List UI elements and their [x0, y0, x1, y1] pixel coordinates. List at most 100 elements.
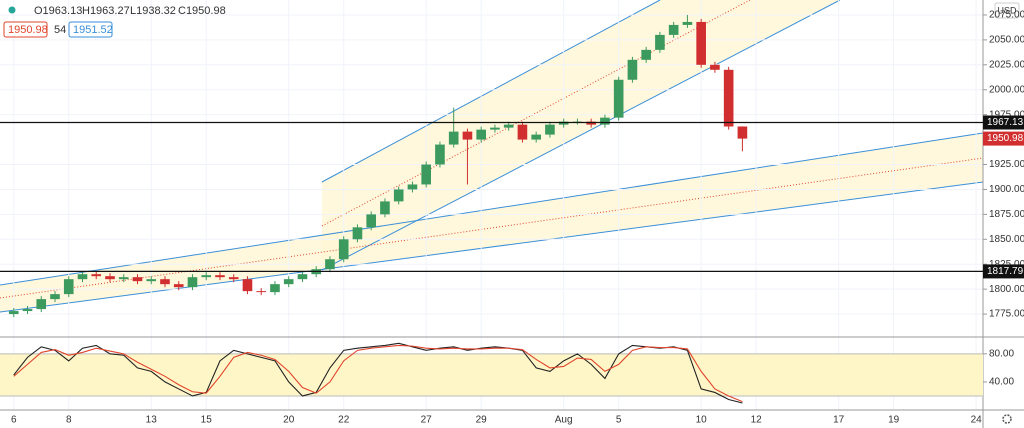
y-tick-label: 1850.00	[989, 234, 1024, 245]
candle-body	[132, 277, 143, 282]
y-tick-label: 2000.00	[989, 84, 1024, 95]
bid-box[interactable]	[3, 21, 48, 38]
y-tick-label: 2025.00	[989, 59, 1024, 70]
candle-body	[105, 276, 115, 280]
level-tag	[983, 264, 1024, 279]
x-tick-label: 5	[616, 415, 622, 426]
candle-body	[380, 201, 390, 215]
candle-body	[91, 274, 102, 277]
last-price-label: 1950.98	[987, 133, 1024, 144]
ask-price: 1951.52	[73, 24, 113, 36]
candle-body	[407, 184, 418, 190]
candle-body	[448, 131, 459, 145]
ohlc-high: H1963.27	[82, 5, 130, 17]
candle-body	[435, 144, 445, 165]
x-tick-label: 27	[421, 415, 433, 426]
spread: 54	[54, 24, 66, 36]
channel-line	[0, 132, 984, 286]
candle-body	[297, 274, 308, 280]
candle-body	[641, 49, 651, 60]
x-tick-label: 6	[11, 415, 17, 426]
candle-body	[462, 131, 473, 140]
candle-body	[586, 121, 596, 125]
candle-body	[600, 117, 610, 125]
x-tick-label: 24	[971, 415, 983, 426]
candle-body	[613, 79, 624, 118]
ohlc-open: O1963.13	[34, 5, 82, 17]
level-tag	[983, 115, 1024, 130]
candle-body	[490, 127, 500, 130]
x-tick-label: 22	[338, 415, 350, 426]
ohlc-close: C1950.98	[178, 5, 226, 17]
candle-body	[531, 134, 541, 140]
x-tick-label: 8	[66, 415, 72, 426]
candle-body	[421, 164, 432, 185]
candle-body	[545, 124, 555, 135]
x-tick-label: 20	[283, 415, 295, 426]
candle-body	[737, 126, 748, 139]
settings-icon[interactable]	[1002, 414, 1012, 424]
currency-button[interactable]	[994, 2, 1020, 19]
ask-box[interactable]	[68, 21, 113, 38]
y-tick-label: 40.00	[989, 377, 1014, 388]
candle-body	[710, 64, 720, 70]
candle-body	[242, 279, 253, 292]
oscillator-line	[13, 342, 743, 404]
candle-body	[682, 21, 693, 25]
x-tick-label: 29	[476, 415, 488, 426]
y-tick-label: 80.00	[989, 348, 1014, 359]
ohlc-low: L1938.32	[130, 5, 176, 17]
candle-body	[503, 124, 514, 128]
candle-body	[228, 277, 239, 280]
bid-price: 1950.98	[8, 24, 48, 36]
x-tick-label: 15	[201, 415, 213, 426]
y-tick-label: 1900.00	[989, 184, 1024, 195]
candle-body	[283, 279, 294, 285]
candle-body	[77, 274, 88, 280]
channel-mid	[0, 157, 984, 299]
candle-body	[366, 214, 377, 228]
candle-body	[50, 294, 60, 300]
x-tick-label: 17	[833, 415, 845, 426]
level-label: 1967.13	[987, 117, 1024, 128]
candle-body	[8, 311, 19, 315]
y-tick-label: 2075.00	[989, 10, 1024, 21]
candle-body	[325, 259, 335, 270]
channel-line	[0, 181, 984, 313]
candle-body	[668, 24, 679, 35]
candle-body	[338, 239, 349, 260]
candle-body	[627, 59, 638, 80]
candle-body	[256, 291, 267, 293]
candle-body	[393, 189, 404, 202]
candle-body	[22, 309, 33, 312]
candle-body	[173, 284, 184, 288]
x-tick-label: 19	[888, 415, 900, 426]
candle-body	[160, 279, 170, 285]
plot-area	[0, 0, 983, 410]
candle-body	[655, 34, 665, 50]
y-tick-label: 2050.00	[989, 35, 1024, 46]
y-tick-label: 1825.00	[989, 259, 1024, 270]
y-tick-label: 1775.00	[989, 309, 1024, 320]
candle-body	[146, 279, 157, 282]
y-tick-label: 1875.00	[989, 209, 1024, 220]
oscillator-line	[13, 344, 743, 403]
y-tick-label: 1800.00	[989, 284, 1024, 295]
y-tick-label: 1925.00	[989, 159, 1024, 170]
candle-body	[36, 299, 47, 310]
candle-body	[201, 275, 212, 278]
candle-body	[558, 121, 569, 125]
candle-body	[723, 69, 734, 127]
candle-body	[118, 277, 129, 280]
x-tick-label: 12	[751, 415, 763, 426]
level-label: 1817.79	[987, 266, 1024, 277]
candle-body	[476, 129, 487, 140]
x-tick-label: Aug	[555, 415, 573, 426]
x-tick-label: 10	[696, 415, 708, 426]
oscillator-band	[0, 353, 983, 396]
y-tick-label: 1975.00	[989, 109, 1024, 120]
candle-body	[215, 275, 225, 278]
channel-fill	[0, 133, 983, 312]
candle-body	[63, 279, 74, 295]
